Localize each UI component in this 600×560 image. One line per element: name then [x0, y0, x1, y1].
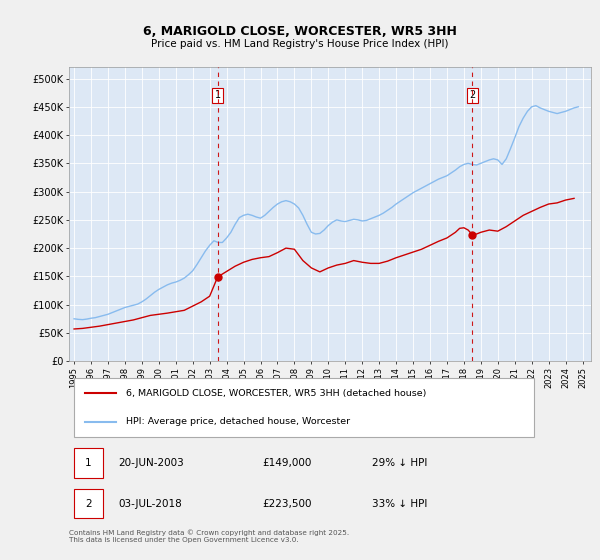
Text: HPI: Average price, detached house, Worcester: HPI: Average price, detached house, Worc…	[127, 417, 350, 426]
Text: £149,000: £149,000	[262, 458, 311, 468]
Text: 6, MARIGOLD CLOSE, WORCESTER, WR5 3HH: 6, MARIGOLD CLOSE, WORCESTER, WR5 3HH	[143, 25, 457, 38]
Text: 2: 2	[85, 498, 92, 508]
Text: Contains HM Land Registry data © Crown copyright and database right 2025.
This d: Contains HM Land Registry data © Crown c…	[69, 530, 349, 543]
Text: 03-JUL-2018: 03-JUL-2018	[119, 498, 182, 508]
Text: 2: 2	[469, 91, 475, 100]
Bar	[74, 378, 533, 437]
Text: 6, MARIGOLD CLOSE, WORCESTER, WR5 3HH (detached house): 6, MARIGOLD CLOSE, WORCESTER, WR5 3HH (d…	[127, 389, 427, 398]
Text: 20-JUN-2003: 20-JUN-2003	[119, 458, 184, 468]
Text: 1: 1	[85, 458, 92, 468]
Text: 29% ↓ HPI: 29% ↓ HPI	[372, 458, 427, 468]
Bar	[74, 449, 103, 478]
Bar	[74, 489, 103, 519]
Text: 1: 1	[215, 91, 221, 100]
Text: £223,500: £223,500	[262, 498, 311, 508]
Text: 33% ↓ HPI: 33% ↓ HPI	[372, 498, 427, 508]
Text: Price paid vs. HM Land Registry's House Price Index (HPI): Price paid vs. HM Land Registry's House …	[151, 39, 449, 49]
